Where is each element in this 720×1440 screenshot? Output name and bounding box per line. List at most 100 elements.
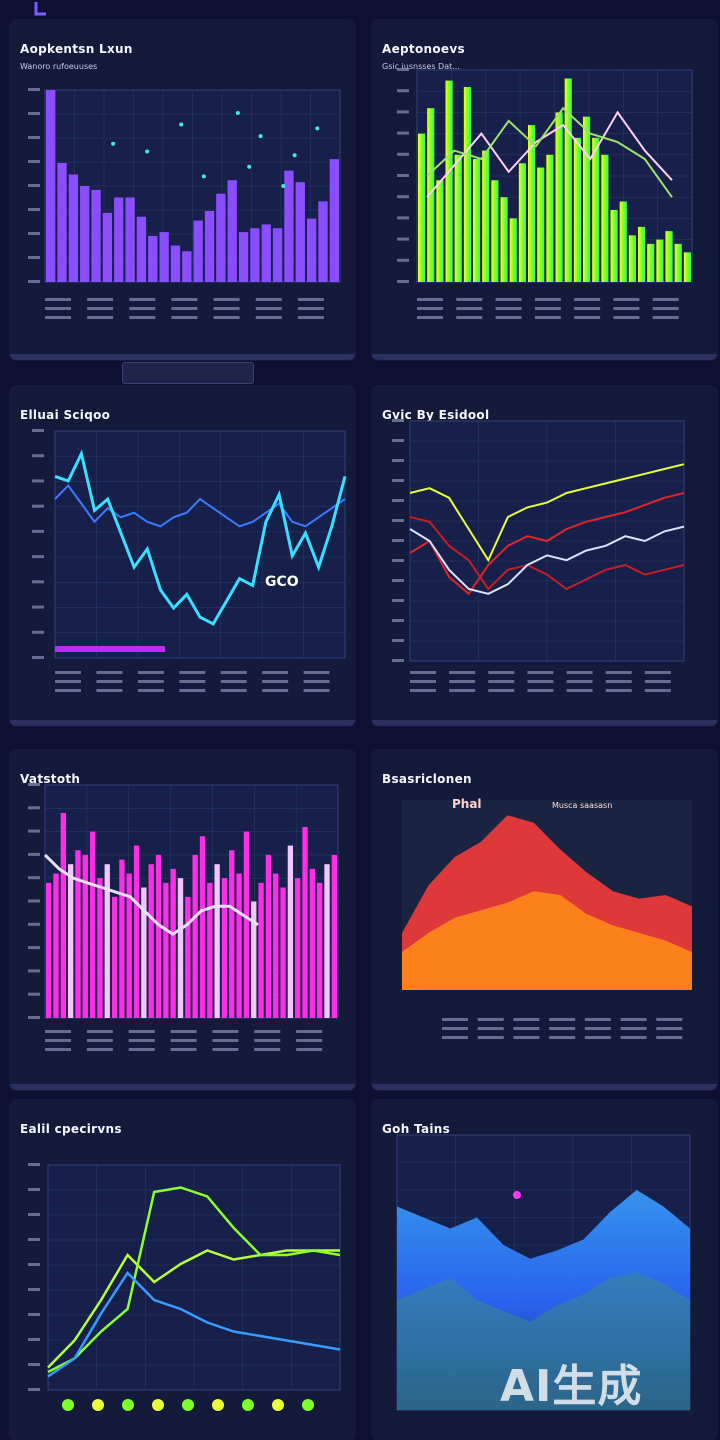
bar <box>638 226 646 282</box>
scatter-point <box>179 122 184 127</box>
tick-label <box>96 689 123 692</box>
y-tick-label <box>28 160 40 163</box>
series-line-red <box>409 492 685 596</box>
bar <box>674 243 682 282</box>
bar <box>68 174 79 282</box>
y-tick-label <box>397 110 409 114</box>
panel-subtitle: Wanoro rufoeuuses <box>20 62 98 71</box>
bar <box>445 80 453 282</box>
y-tick-label <box>397 216 409 220</box>
tick-label <box>170 1039 197 1042</box>
tick-label <box>566 689 593 692</box>
legend-dot <box>242 1399 254 1411</box>
panel-title: Aeptonoevs <box>382 42 465 56</box>
tick-label <box>644 689 671 692</box>
tick-label <box>262 680 289 683</box>
bar <box>518 163 526 282</box>
bar <box>280 887 286 1018</box>
tick-label <box>534 316 561 319</box>
area-series-orange <box>402 891 692 990</box>
bar <box>125 197 135 282</box>
bar <box>236 873 242 1018</box>
tick-label <box>262 689 289 692</box>
y-tick-label <box>28 806 40 810</box>
tick-label <box>212 1030 239 1033</box>
tick-label <box>652 316 679 319</box>
y-tick-label <box>32 555 44 559</box>
series-line-pink <box>426 110 673 198</box>
tick-label <box>534 307 561 310</box>
tick-label <box>613 316 640 319</box>
tick-label <box>297 316 324 319</box>
y-tick-label <box>32 580 44 584</box>
y-tick-label <box>397 89 409 93</box>
panel-title: Bsasriclonen <box>382 772 472 786</box>
bar <box>214 864 220 1018</box>
tick-label <box>495 298 522 301</box>
tick-label <box>566 671 593 674</box>
highlight-point <box>513 1191 521 1199</box>
tick-label <box>477 1036 504 1039</box>
tick-label <box>584 1036 611 1039</box>
series-line-lime-2 <box>47 1186 341 1374</box>
y-tick-label <box>32 454 44 458</box>
bar <box>273 873 279 1018</box>
bar <box>111 896 118 1018</box>
bar <box>119 859 125 1018</box>
chart-panel-8: Goh Tains <box>372 1100 717 1440</box>
scatter-point <box>281 184 286 188</box>
y-tick-label <box>397 174 409 177</box>
y-tick-label <box>28 208 40 211</box>
tick-label <box>212 1039 239 1042</box>
bar <box>199 836 206 1018</box>
y-tick-label <box>28 256 40 259</box>
bar <box>324 864 330 1018</box>
tick-label <box>86 1048 113 1051</box>
tick-label <box>87 307 114 310</box>
tick-label <box>262 671 289 674</box>
panel-title: Aopkentsn Lxun <box>20 42 133 56</box>
tick-label <box>549 1018 576 1021</box>
bar <box>258 882 264 1018</box>
bar <box>141 887 147 1018</box>
tick-label <box>527 680 554 683</box>
tick-label <box>456 316 483 319</box>
tick-label <box>55 689 81 692</box>
y-tick-label <box>28 992 40 996</box>
tick-label <box>442 1036 468 1039</box>
chart-6-svg: Musca saasasn Phal <box>402 797 692 1039</box>
chart-control-button[interactable] <box>122 362 254 384</box>
tick-label <box>87 298 114 301</box>
chart-panel-7: Ealil cpecirvns <box>10 1100 355 1440</box>
bar <box>683 252 691 282</box>
tick-label <box>449 680 476 683</box>
bar <box>182 251 192 282</box>
tick-label <box>417 307 443 310</box>
tick-label <box>137 671 164 674</box>
bar <box>309 868 316 1018</box>
bar <box>331 854 337 1018</box>
y-tick-label <box>397 195 409 199</box>
tick-label <box>255 316 282 319</box>
y-tick-label <box>28 783 40 786</box>
tick-label <box>656 1027 683 1030</box>
bar <box>555 112 563 283</box>
tick-label <box>574 316 601 319</box>
y-tick-label <box>28 112 40 115</box>
bar <box>53 873 59 1018</box>
y-tick-label <box>28 1363 40 1366</box>
scatter-point <box>315 126 320 131</box>
bar <box>102 212 113 282</box>
y-tick-label <box>397 258 409 262</box>
bar <box>482 150 490 282</box>
y-tick-label <box>32 429 44 432</box>
legend-dot <box>92 1399 104 1411</box>
tick-label <box>213 316 240 319</box>
ai-generated-watermark: AI生成 <box>500 1361 643 1412</box>
tick-label <box>255 307 282 310</box>
area-series-teal <box>397 1272 690 1410</box>
scatter-point <box>247 164 252 169</box>
bar <box>193 220 203 282</box>
tick-label <box>652 307 679 310</box>
bar <box>91 189 101 282</box>
